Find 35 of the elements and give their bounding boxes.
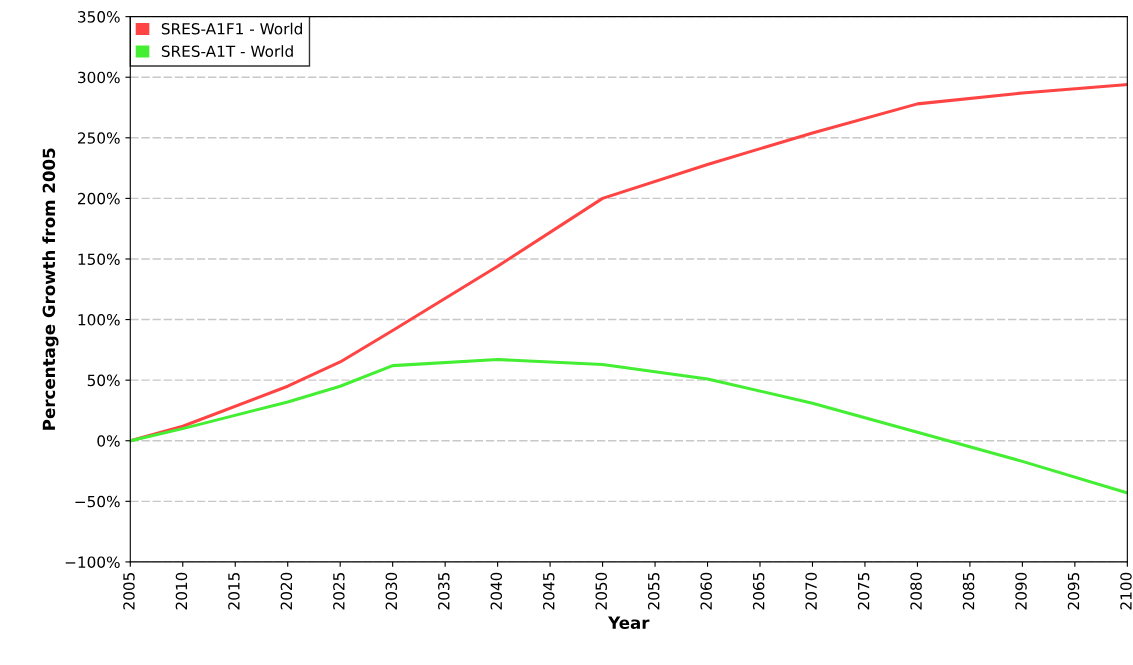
x-tick-label: 2040: [490, 572, 503, 610]
x-tick-label: 2045: [542, 572, 555, 610]
x-tick-label: 2090: [1015, 572, 1027, 610]
legend-label: SRES-A1T - World: [161, 45, 293, 57]
y-tick-label: 250%: [78, 132, 120, 144]
y-tick-label: −50%: [75, 495, 120, 508]
y-tick-label: 350%: [78, 11, 120, 23]
x-tick-label: 2065: [752, 572, 765, 610]
x-tick-label: 2055: [647, 572, 660, 610]
x-tick-label: 2035: [438, 572, 450, 610]
x-tick-label: 2085: [962, 572, 975, 610]
y-tick-label: 0%: [97, 435, 120, 447]
x-tick-label: 2005: [123, 572, 135, 610]
x-axis-title: Year: [607, 616, 650, 629]
y-axis-title: Percentage Growth from 2005: [42, 148, 59, 430]
x-tick-label: 2020: [280, 572, 293, 610]
x-tick-label: 2095: [1067, 572, 1080, 610]
x-tick-label: 2060: [700, 572, 712, 610]
legend-label: SRES-A1F1 - World: [161, 22, 302, 35]
x-tick-label: 2025: [333, 572, 345, 610]
x-tick-label: 2100: [1120, 572, 1132, 610]
x-tick-label: 2015: [228, 572, 240, 610]
x-tick-label: 2070: [805, 572, 817, 610]
y-tick-label: 200%: [78, 192, 120, 205]
y-tick-label: 150%: [78, 253, 120, 265]
line-series: [130, 358, 1128, 495]
y-tick-label: −100%: [65, 556, 120, 568]
x-tick-label: 2010: [175, 572, 188, 610]
x-tick-label: 2075: [857, 572, 870, 610]
x-tick-label: 2050: [595, 572, 608, 610]
y-tick-label: 300%: [78, 71, 120, 84]
y-tick-label: 50%: [87, 374, 120, 387]
y-tick-label: 100%: [78, 314, 120, 326]
x-tick-label: 2030: [385, 572, 398, 610]
x-tick-label: 2080: [910, 572, 922, 610]
